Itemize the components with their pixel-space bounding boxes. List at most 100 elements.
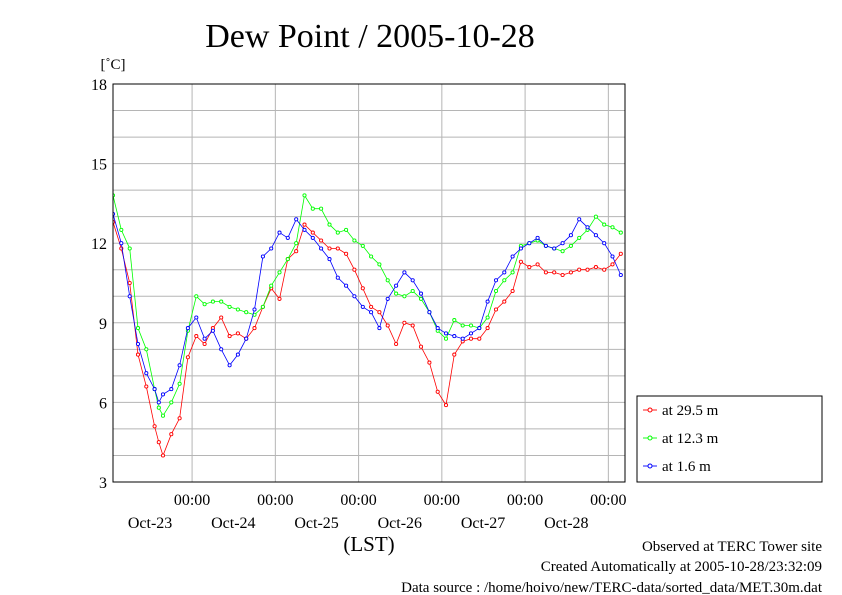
legend-swatch-marker: [647, 463, 653, 469]
data-point: [443, 336, 449, 341]
data-point: [402, 294, 407, 299]
data-point: [219, 315, 224, 320]
data-point: [527, 241, 532, 246]
data-point: [618, 272, 623, 278]
data-point: [518, 259, 523, 264]
data-point: [410, 288, 415, 294]
series-layer: [113, 193, 623, 458]
data-point: [302, 193, 307, 198]
legend-box: [636, 395, 823, 483]
data-point: [294, 241, 299, 246]
data-point: [194, 315, 199, 320]
data-point: [568, 270, 573, 275]
data-point: [202, 341, 207, 347]
data-point: [319, 238, 324, 243]
data-point: [152, 387, 157, 392]
data-point: [160, 413, 166, 418]
data-point: [493, 288, 499, 294]
legend-swatch-marker: [647, 435, 653, 441]
data-point: [452, 318, 457, 323]
data-point: [235, 352, 240, 357]
data-point: [477, 336, 482, 341]
data-point: [244, 310, 249, 315]
data-point: [177, 363, 182, 368]
data-point: [535, 262, 540, 267]
data-point: [119, 227, 124, 232]
data-point: [493, 278, 499, 283]
data-point: [518, 246, 523, 251]
y-tick-label: 18: [91, 77, 107, 94]
data-point: [427, 310, 432, 315]
data-point: [219, 299, 224, 304]
x-tick-date: Oct-28: [544, 515, 588, 532]
data-point: [510, 270, 515, 275]
series-2: [113, 193, 623, 418]
data-point: [618, 230, 623, 235]
data-point: [169, 400, 174, 405]
data-point: [460, 336, 465, 341]
x-tick-date: Oct-26: [378, 515, 422, 532]
data-point: [310, 235, 315, 240]
data-point: [502, 270, 507, 275]
data-point: [468, 336, 474, 341]
data-point: [269, 283, 274, 288]
data-point: [327, 222, 332, 227]
data-point: [543, 243, 548, 248]
x-axis-label: (LST): [343, 532, 394, 556]
data-point: [269, 246, 274, 251]
data-point: [510, 254, 515, 259]
data-point: [468, 323, 474, 328]
data-point: [352, 267, 357, 272]
data-point: [252, 326, 257, 331]
data-point: [593, 233, 598, 238]
data-point: [169, 387, 174, 392]
data-point: [319, 206, 324, 211]
data-point: [394, 291, 399, 296]
data-point: [202, 336, 207, 341]
data-point: [369, 304, 374, 309]
data-point: [577, 235, 582, 240]
data-point: [135, 326, 141, 331]
y-tick-label: 15: [91, 157, 107, 174]
data-point: [577, 267, 582, 272]
data-point: [452, 334, 457, 339]
plot-frame: [112, 83, 626, 483]
series-3: [113, 211, 623, 405]
data-point: [593, 265, 598, 270]
x-tick-date: Oct-25: [294, 515, 338, 532]
data-point: [260, 304, 265, 309]
data-point: [394, 283, 399, 288]
x-tick-date: Oct-27: [461, 515, 505, 532]
data-point: [602, 267, 607, 272]
data-point: [156, 440, 161, 445]
data-point: [585, 267, 590, 272]
data-point: [310, 206, 315, 211]
data-point: [385, 323, 390, 328]
x-tick-time: 00:00: [340, 492, 376, 509]
data-point: [235, 307, 240, 312]
data-point: [277, 296, 282, 301]
data-point: [352, 238, 357, 243]
data-point: [510, 288, 515, 294]
legend-label: at 1.6 m: [662, 459, 711, 475]
data-point: [602, 222, 607, 227]
data-point: [402, 320, 407, 325]
data-point: [185, 326, 190, 331]
data-point: [294, 217, 299, 222]
data-point: [127, 280, 132, 286]
data-point: [427, 360, 432, 365]
data-point: [156, 405, 161, 410]
data-point: [560, 241, 565, 246]
data-point: [360, 243, 365, 248]
data-point: [602, 241, 607, 246]
y-tick-label: 9: [99, 316, 107, 333]
y-tick-labels: 3 6 9 12 15 18: [91, 77, 107, 492]
data-point: [535, 235, 540, 240]
data-point: [418, 296, 424, 301]
y-tick-label: 6: [99, 395, 107, 412]
data-point: [577, 217, 582, 222]
data-point: [443, 403, 449, 408]
data-point: [144, 384, 149, 389]
series-line: [113, 221, 622, 457]
data-point: [527, 265, 532, 270]
